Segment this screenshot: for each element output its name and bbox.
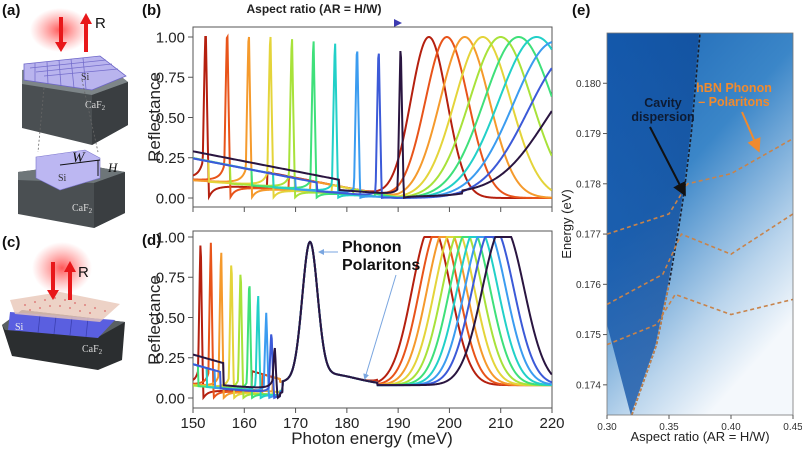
cavity-annotation-line1: Cavity [644, 96, 682, 110]
cavity-dispersion-lower [631, 284, 670, 415]
x-tick-label: 190 [386, 415, 411, 432]
chart-e-ylabel: Energy (eV) [559, 189, 574, 258]
si-label-unit: Si [58, 173, 67, 184]
y-tick-label: 0.177 [576, 230, 601, 241]
y-tick-label: 0.180 [576, 79, 601, 90]
chart-d-ylabel: Reflectance [145, 275, 164, 365]
si-label-a: Si [81, 72, 90, 83]
chart-e-xaxis: 0.30 0.35 0.40 0.45 [597, 415, 802, 433]
schematic-c: (c) R Si CaF2 [2, 234, 125, 370]
y-tick-label: 0.176 [576, 280, 601, 291]
chart-d-xlabel: Photon energy (meV) [291, 429, 453, 448]
x-tick-label: 0.35 [659, 422, 679, 433]
y-tick-label: 0.25 [156, 350, 185, 367]
y-tick-label: 0.179 [576, 129, 601, 140]
panel-label-d: (d) [142, 232, 161, 249]
y-tick-label: 0.50 [156, 310, 185, 327]
cavity-arrow [649, 126, 686, 197]
y-tick-label: 0.75 [156, 270, 185, 287]
x-tick-label: 150 [180, 415, 205, 432]
x-tick-label: 170 [283, 415, 308, 432]
hbn-annotation-line2: – Polaritons [698, 95, 770, 109]
chart-b-yaxis: 0.00 0.25 0.50 0.75 1.00 [156, 29, 193, 207]
chart-d-frame [192, 230, 553, 409]
heatmap [607, 33, 793, 415]
caf2-label-unit: CaF2 [72, 203, 93, 215]
chart-b-ylabel: Reflectance [145, 72, 164, 162]
caf2-label-a: CaF2 [85, 100, 106, 112]
light-glow-c [32, 242, 92, 294]
chart-d-yaxis: 0.00 0.25 0.50 0.75 1.00 [156, 229, 193, 407]
width-label: W [72, 150, 86, 166]
x-tick-label: 180 [334, 415, 359, 432]
panel-label-c: (c) [2, 234, 20, 251]
x-tick-label: 160 [232, 415, 257, 432]
caf2-label-c: CaF2 [82, 344, 103, 356]
y-tick-label: 0.00 [156, 390, 185, 407]
x-tick-label: 0.30 [597, 422, 617, 433]
y-tick-label: 0.50 [156, 110, 185, 127]
chart-e-frame [606, 32, 794, 416]
chart-d-xaxis: 150 160 170 180 190 200 210 220 [180, 408, 565, 432]
y-tick-label: 0.178 [576, 179, 601, 190]
chart-e-xlabel: Aspect ratio (AR = H/W) [630, 429, 769, 444]
si-pillar [35, 149, 101, 191]
hbn-annotation-line1: hBN Phonon [696, 81, 772, 95]
phonon-branch-3 [607, 137, 793, 235]
chart-e-yaxis: 0.174 0.175 0.176 0.177 0.178 0.179 0.180 [576, 79, 607, 391]
phonon-branch-1 [607, 293, 793, 346]
chart-b-xaxis [192, 207, 553, 212]
si-label-c: Si [15, 322, 24, 333]
chart-b-series [193, 33, 552, 201]
heatmap-cavity-region [607, 33, 699, 415]
y-tick-label: 0.25 [156, 150, 185, 167]
reflection-label-a: R [95, 15, 106, 32]
hbn-layer [10, 292, 120, 322]
y-tick-label: 0.75 [156, 70, 185, 87]
array-grid [29, 57, 119, 90]
y-tick-label: 0.00 [156, 190, 185, 207]
chart-d-series [193, 236, 552, 401]
aspect-ratio-arrowhead [394, 19, 402, 27]
x-tick-label: 0.40 [721, 422, 741, 433]
panel-label-e: (e) [572, 2, 590, 19]
y-tick-label: 0.174 [576, 380, 601, 391]
chart-b: (b) Aspect ratio (AR = H/W) 0.00 0.25 0.50… [142, 2, 553, 212]
panel-label-b: (b) [142, 2, 161, 19]
cavity-annotation-line2: dispersion [631, 110, 694, 124]
schematic-a: (a) R Si CaF2 W H Si CaF2 [2, 2, 128, 228]
panel-label-a: (a) [2, 2, 20, 19]
reflection-label-c: R [78, 264, 89, 281]
series-line-AR10 [193, 236, 552, 400]
phonon-arrow-dip [363, 274, 397, 380]
x-tick-label: 200 [437, 415, 462, 432]
phonon-annotation-line1: Phonon [342, 239, 402, 256]
x-tick-label: 0.45 [783, 422, 802, 433]
cavity-dispersion-line [631, 33, 701, 415]
y-tick-label: 0.175 [576, 330, 601, 341]
series-line-AR10 [193, 50, 552, 200]
x-tick-label: 210 [488, 415, 513, 432]
chart-b-title: Aspect ratio (AR = H/W) [246, 2, 381, 16]
chart-d: (d) 0.00 0.25 0.50 0.75 1.00 150 160 170 180 190… [142, 229, 565, 448]
y-tick-label: 1.00 [156, 29, 185, 46]
height-label: H [107, 160, 118, 175]
phonon-branch-2 [607, 213, 793, 306]
hbn-arrow [741, 111, 761, 153]
y-tick-label: 1.00 [156, 229, 185, 246]
x-tick-label: 220 [539, 415, 564, 432]
heatmap-dispersion-lines [607, 33, 793, 415]
phonon-annotation-line2: Polaritons [342, 257, 420, 274]
chart-e: (e) 0.1740.1750.1760.1770.1780.1790.180 … [559, 2, 802, 444]
